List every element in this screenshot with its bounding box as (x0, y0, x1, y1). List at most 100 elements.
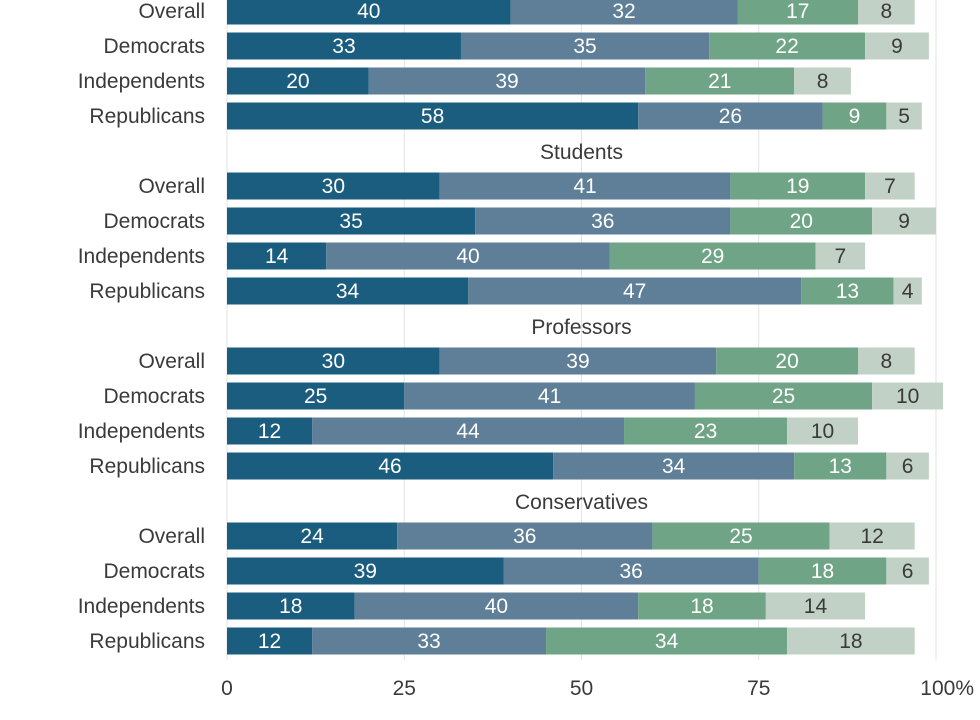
bar-segment (638, 102, 823, 130)
row-label: Overall (138, 175, 205, 198)
row-label: Republicans (89, 630, 205, 653)
data-label: 25 (772, 385, 795, 408)
data-label: 44 (456, 420, 480, 443)
data-label: 41 (538, 385, 561, 408)
data-label: 30 (322, 350, 345, 373)
data-label: 39 (495, 70, 518, 93)
data-label: 5 (898, 105, 910, 128)
data-label: 9 (898, 210, 910, 233)
data-label: 12 (861, 525, 884, 548)
bar-segment (787, 627, 915, 655)
bar-segment (503, 557, 759, 585)
data-label: 14 (804, 595, 828, 618)
bar-segment (227, 382, 405, 410)
data-label: 36 (513, 525, 536, 548)
group-title: Students (540, 141, 623, 164)
data-label: 7 (884, 175, 896, 198)
data-label: 33 (417, 630, 440, 653)
bar-segment (645, 67, 795, 95)
row-label: Independents (78, 420, 205, 443)
x-tick-label: 100% (920, 677, 974, 700)
bar-segment (397, 522, 653, 550)
bar-segment (368, 67, 646, 95)
data-label: 33 (332, 35, 355, 58)
bar-segment (858, 0, 915, 25)
bar-segment (737, 0, 859, 25)
data-label: 32 (612, 0, 635, 23)
bar-segment (694, 382, 873, 410)
bar-segment (709, 32, 866, 60)
data-label: 7 (834, 245, 846, 268)
row-label: Republicans (89, 105, 205, 128)
bar-segment (893, 277, 922, 305)
bar-segment (787, 417, 859, 445)
data-label: 8 (881, 0, 893, 23)
data-label: 18 (839, 630, 862, 653)
data-label: 36 (591, 210, 614, 233)
bar-segment (822, 102, 887, 130)
bar-segment (227, 67, 369, 95)
x-tick-label: 75 (747, 677, 770, 700)
bar-segment (227, 102, 639, 130)
row-label: Overall (138, 525, 205, 548)
bar-segment (227, 172, 440, 200)
bar-segment (801, 277, 894, 305)
data-label: 17 (786, 0, 809, 23)
data-label: 9 (891, 35, 903, 58)
row-label: Republicans (89, 455, 205, 478)
data-label: 18 (690, 595, 713, 618)
bar-segment (312, 627, 547, 655)
data-label: 35 (573, 35, 596, 58)
data-label: 8 (817, 70, 829, 93)
bar-segment (404, 382, 695, 410)
bar-segment (652, 522, 830, 550)
data-label: 6 (902, 560, 914, 583)
row-label: Democrats (103, 35, 205, 58)
data-label: 9 (849, 105, 861, 128)
row-label: Overall (138, 350, 205, 373)
row-label: Republicans (89, 280, 205, 303)
bar-segment (439, 347, 717, 375)
bar-segment (765, 592, 866, 620)
row-label: Independents (78, 595, 205, 618)
data-label: 39 (566, 350, 589, 373)
data-label: 40 (485, 595, 508, 618)
bar-segment (886, 452, 929, 480)
data-label: 21 (708, 70, 731, 93)
bar-segment (758, 557, 887, 585)
data-label: 39 (354, 560, 377, 583)
data-label: 46 (378, 455, 401, 478)
data-label: 12 (258, 420, 281, 443)
data-label: 22 (775, 35, 798, 58)
bar-segment (475, 207, 731, 235)
bar-segment (553, 452, 795, 480)
bar-segment (227, 592, 355, 620)
x-tick-label: 0 (221, 677, 233, 700)
row-label: Democrats (103, 560, 205, 583)
data-label: 24 (300, 525, 324, 548)
group-title: Conservatives (515, 491, 648, 514)
row-label: Independents (78, 70, 205, 93)
data-label: 4 (902, 280, 914, 303)
bar-segment (312, 417, 625, 445)
bar-segment (730, 207, 873, 235)
bar-segment (624, 417, 788, 445)
data-label: 10 (896, 385, 919, 408)
data-label: 34 (662, 455, 686, 478)
row-label: Democrats (103, 210, 205, 233)
data-label: 20 (790, 210, 813, 233)
x-axis: 0 25 50 75 100% (221, 677, 974, 700)
data-label: 20 (775, 350, 798, 373)
bar-segment (872, 382, 944, 410)
bar-segment (227, 277, 469, 305)
bar-segment (815, 242, 866, 270)
data-label: 34 (336, 280, 360, 303)
bar-segment (227, 32, 461, 60)
data-label: 41 (573, 175, 596, 198)
data-label: 14 (265, 245, 289, 268)
bar-segment (609, 242, 816, 270)
bar-segment (794, 452, 887, 480)
bar-segment (227, 0, 511, 25)
data-label: 13 (829, 455, 852, 478)
